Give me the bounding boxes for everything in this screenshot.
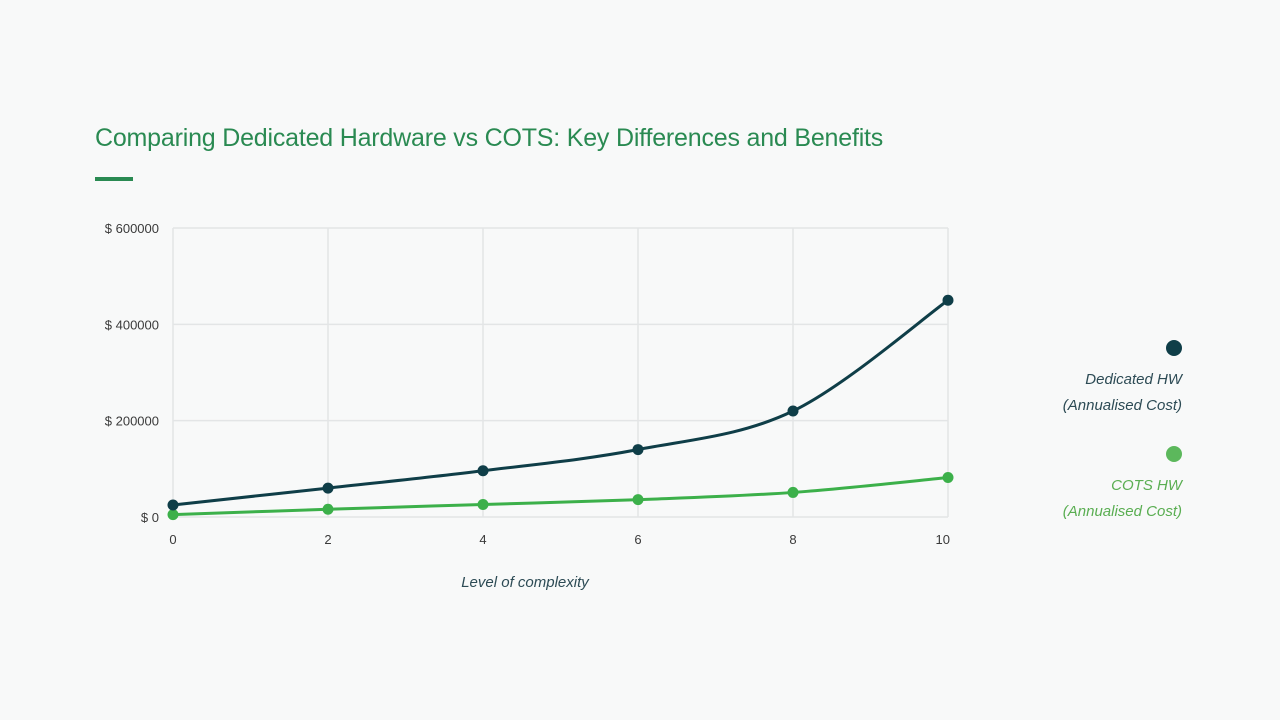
legend-sublabel-dedicated: (Annualised Cost) — [1062, 397, 1182, 414]
series-line-dedicated — [172, 299, 949, 507]
y-tick-label: $ 0 — [141, 510, 159, 525]
data-point-dedicated — [167, 499, 179, 511]
data-point-cots — [632, 494, 644, 506]
data-point-cots — [787, 486, 799, 498]
legend-label-dedicated: Dedicated HW — [1085, 371, 1182, 388]
data-point-cots — [322, 503, 334, 515]
x-tick-label: 10 — [936, 532, 950, 547]
title-underline — [95, 177, 133, 181]
legend-marker-cots — [1166, 446, 1182, 462]
data-point-dedicated — [477, 465, 489, 477]
x-tick-label: 8 — [789, 532, 796, 547]
legend-item-cots: COTS HW (Annualised Cost) — [1063, 446, 1182, 525]
legend-sublabel-cots: (Annualised Cost) — [1062, 503, 1182, 520]
legend-marker-dedicated — [1166, 340, 1182, 356]
legend-label-cots: COTS HW — [1111, 477, 1182, 494]
data-point-dedicated — [632, 444, 644, 456]
x-tick-label: 2 — [324, 532, 331, 547]
y-axis-ticks: $ 0 $ 200000 $ 400000 $ 600000 — [105, 221, 159, 525]
data-point-dedicated — [787, 405, 799, 417]
grid — [172, 227, 949, 518]
y-tick-label: $ 600000 — [105, 221, 159, 236]
series-line-cots — [172, 476, 949, 517]
x-axis-label: Level of complexity — [461, 574, 590, 591]
data-point-cots — [942, 472, 954, 484]
y-tick-label: $ 200000 — [105, 414, 159, 429]
x-tick-label: 0 — [169, 532, 176, 547]
chart-title: Comparing Dedicated Hardware vs COTS: Ke… — [95, 124, 884, 152]
x-axis-ticks: 0 2 4 6 8 10 — [169, 532, 950, 547]
data-point-cots — [477, 498, 489, 510]
x-tick-label: 6 — [634, 532, 641, 547]
data-point-dedicated — [942, 294, 954, 306]
legend-item-dedicated: Dedicated HW (Annualised Cost) — [1063, 340, 1182, 419]
x-tick-label: 4 — [479, 532, 486, 547]
data-point-dedicated — [322, 482, 334, 494]
y-tick-label: $ 400000 — [105, 317, 159, 332]
data-point-cots — [167, 509, 179, 521]
series — [167, 294, 954, 521]
